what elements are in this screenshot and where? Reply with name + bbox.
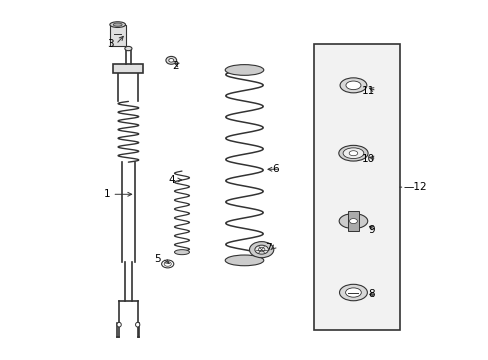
Ellipse shape (135, 322, 140, 327)
Text: —12: —12 (403, 182, 426, 192)
Ellipse shape (348, 151, 357, 156)
Ellipse shape (339, 213, 367, 229)
Ellipse shape (345, 81, 360, 90)
Text: 6: 6 (271, 164, 278, 174)
Text: 8: 8 (367, 289, 374, 299)
Ellipse shape (338, 145, 367, 161)
Ellipse shape (258, 248, 264, 252)
Ellipse shape (110, 22, 125, 27)
Text: 7: 7 (264, 243, 271, 253)
Ellipse shape (339, 78, 366, 93)
Text: 3: 3 (107, 39, 114, 49)
Bar (313, 44, 399, 330)
Ellipse shape (339, 284, 366, 301)
Text: 1: 1 (104, 189, 110, 199)
Text: 10: 10 (361, 154, 374, 163)
Ellipse shape (113, 23, 122, 26)
Text: 11: 11 (361, 86, 374, 96)
Ellipse shape (249, 242, 273, 258)
Ellipse shape (117, 322, 121, 327)
Bar (347, 211, 358, 231)
Bar (110, 24, 125, 46)
Ellipse shape (345, 288, 361, 297)
Ellipse shape (165, 57, 176, 64)
Ellipse shape (124, 46, 132, 51)
Text: 9: 9 (367, 225, 374, 235)
Ellipse shape (225, 255, 263, 266)
Ellipse shape (174, 249, 189, 255)
Text: 5: 5 (154, 253, 160, 264)
Bar (113, 64, 143, 73)
Ellipse shape (349, 219, 357, 224)
Ellipse shape (225, 64, 263, 75)
Ellipse shape (254, 245, 268, 254)
Text: 4: 4 (168, 175, 175, 185)
Text: 2: 2 (171, 61, 178, 71)
Ellipse shape (168, 59, 173, 62)
Ellipse shape (343, 148, 363, 158)
